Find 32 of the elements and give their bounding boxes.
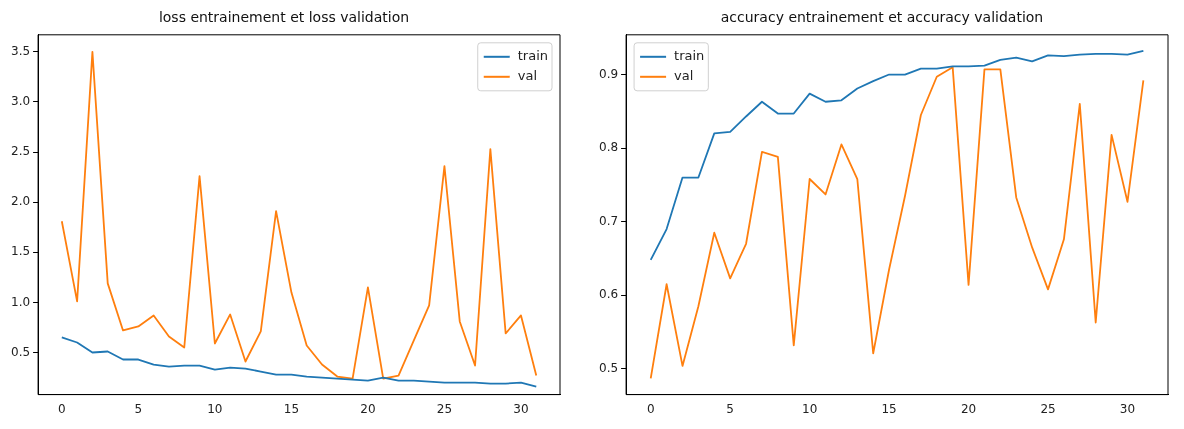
chart-title: loss entrainement et loss validation [158, 9, 410, 26]
y-tick-label: 0.6 [598, 287, 619, 302]
legend-label: val [674, 68, 694, 84]
y-tick-label: 0.5 [598, 360, 619, 375]
y-tick-label: 2.0 [10, 194, 31, 209]
x-tick-label: 25 [1040, 401, 1056, 416]
y-tick-label: 3.0 [10, 94, 31, 109]
x-tick-label: 15 [283, 401, 300, 416]
legend-label: train [517, 48, 549, 64]
x-tick-label: 15 [881, 401, 897, 416]
x-tick-label: 0 [57, 401, 66, 416]
chart-title: accuracy entrainement et accuracy validation [720, 9, 1044, 26]
x-tick-label: 10 [207, 401, 223, 416]
x-tick-label: 0 [646, 401, 655, 416]
x-tick-label: 30 [1119, 401, 1136, 416]
y-tick-label: 0.8 [598, 140, 619, 155]
x-tick-label: 20 [360, 401, 376, 416]
y-tick-label: 0.7 [598, 213, 619, 228]
x-tick-label: 10 [802, 401, 818, 416]
y-tick-label: 2.5 [10, 144, 31, 159]
y-tick-label: 0.5 [10, 344, 31, 359]
y-tick-label: 3.5 [10, 43, 31, 58]
x-tick-label: 20 [960, 401, 977, 416]
x-tick-label: 25 [436, 401, 453, 416]
x-tick-label: 5 [726, 401, 734, 416]
y-tick-label: 0.9 [598, 66, 619, 81]
x-tick-label: 5 [134, 401, 143, 416]
y-tick-label: 1.0 [10, 294, 31, 309]
legend-label: val [517, 68, 538, 84]
legend-label: train [674, 48, 705, 64]
x-tick-label: 30 [513, 401, 529, 416]
y-tick-label: 1.5 [10, 244, 31, 259]
